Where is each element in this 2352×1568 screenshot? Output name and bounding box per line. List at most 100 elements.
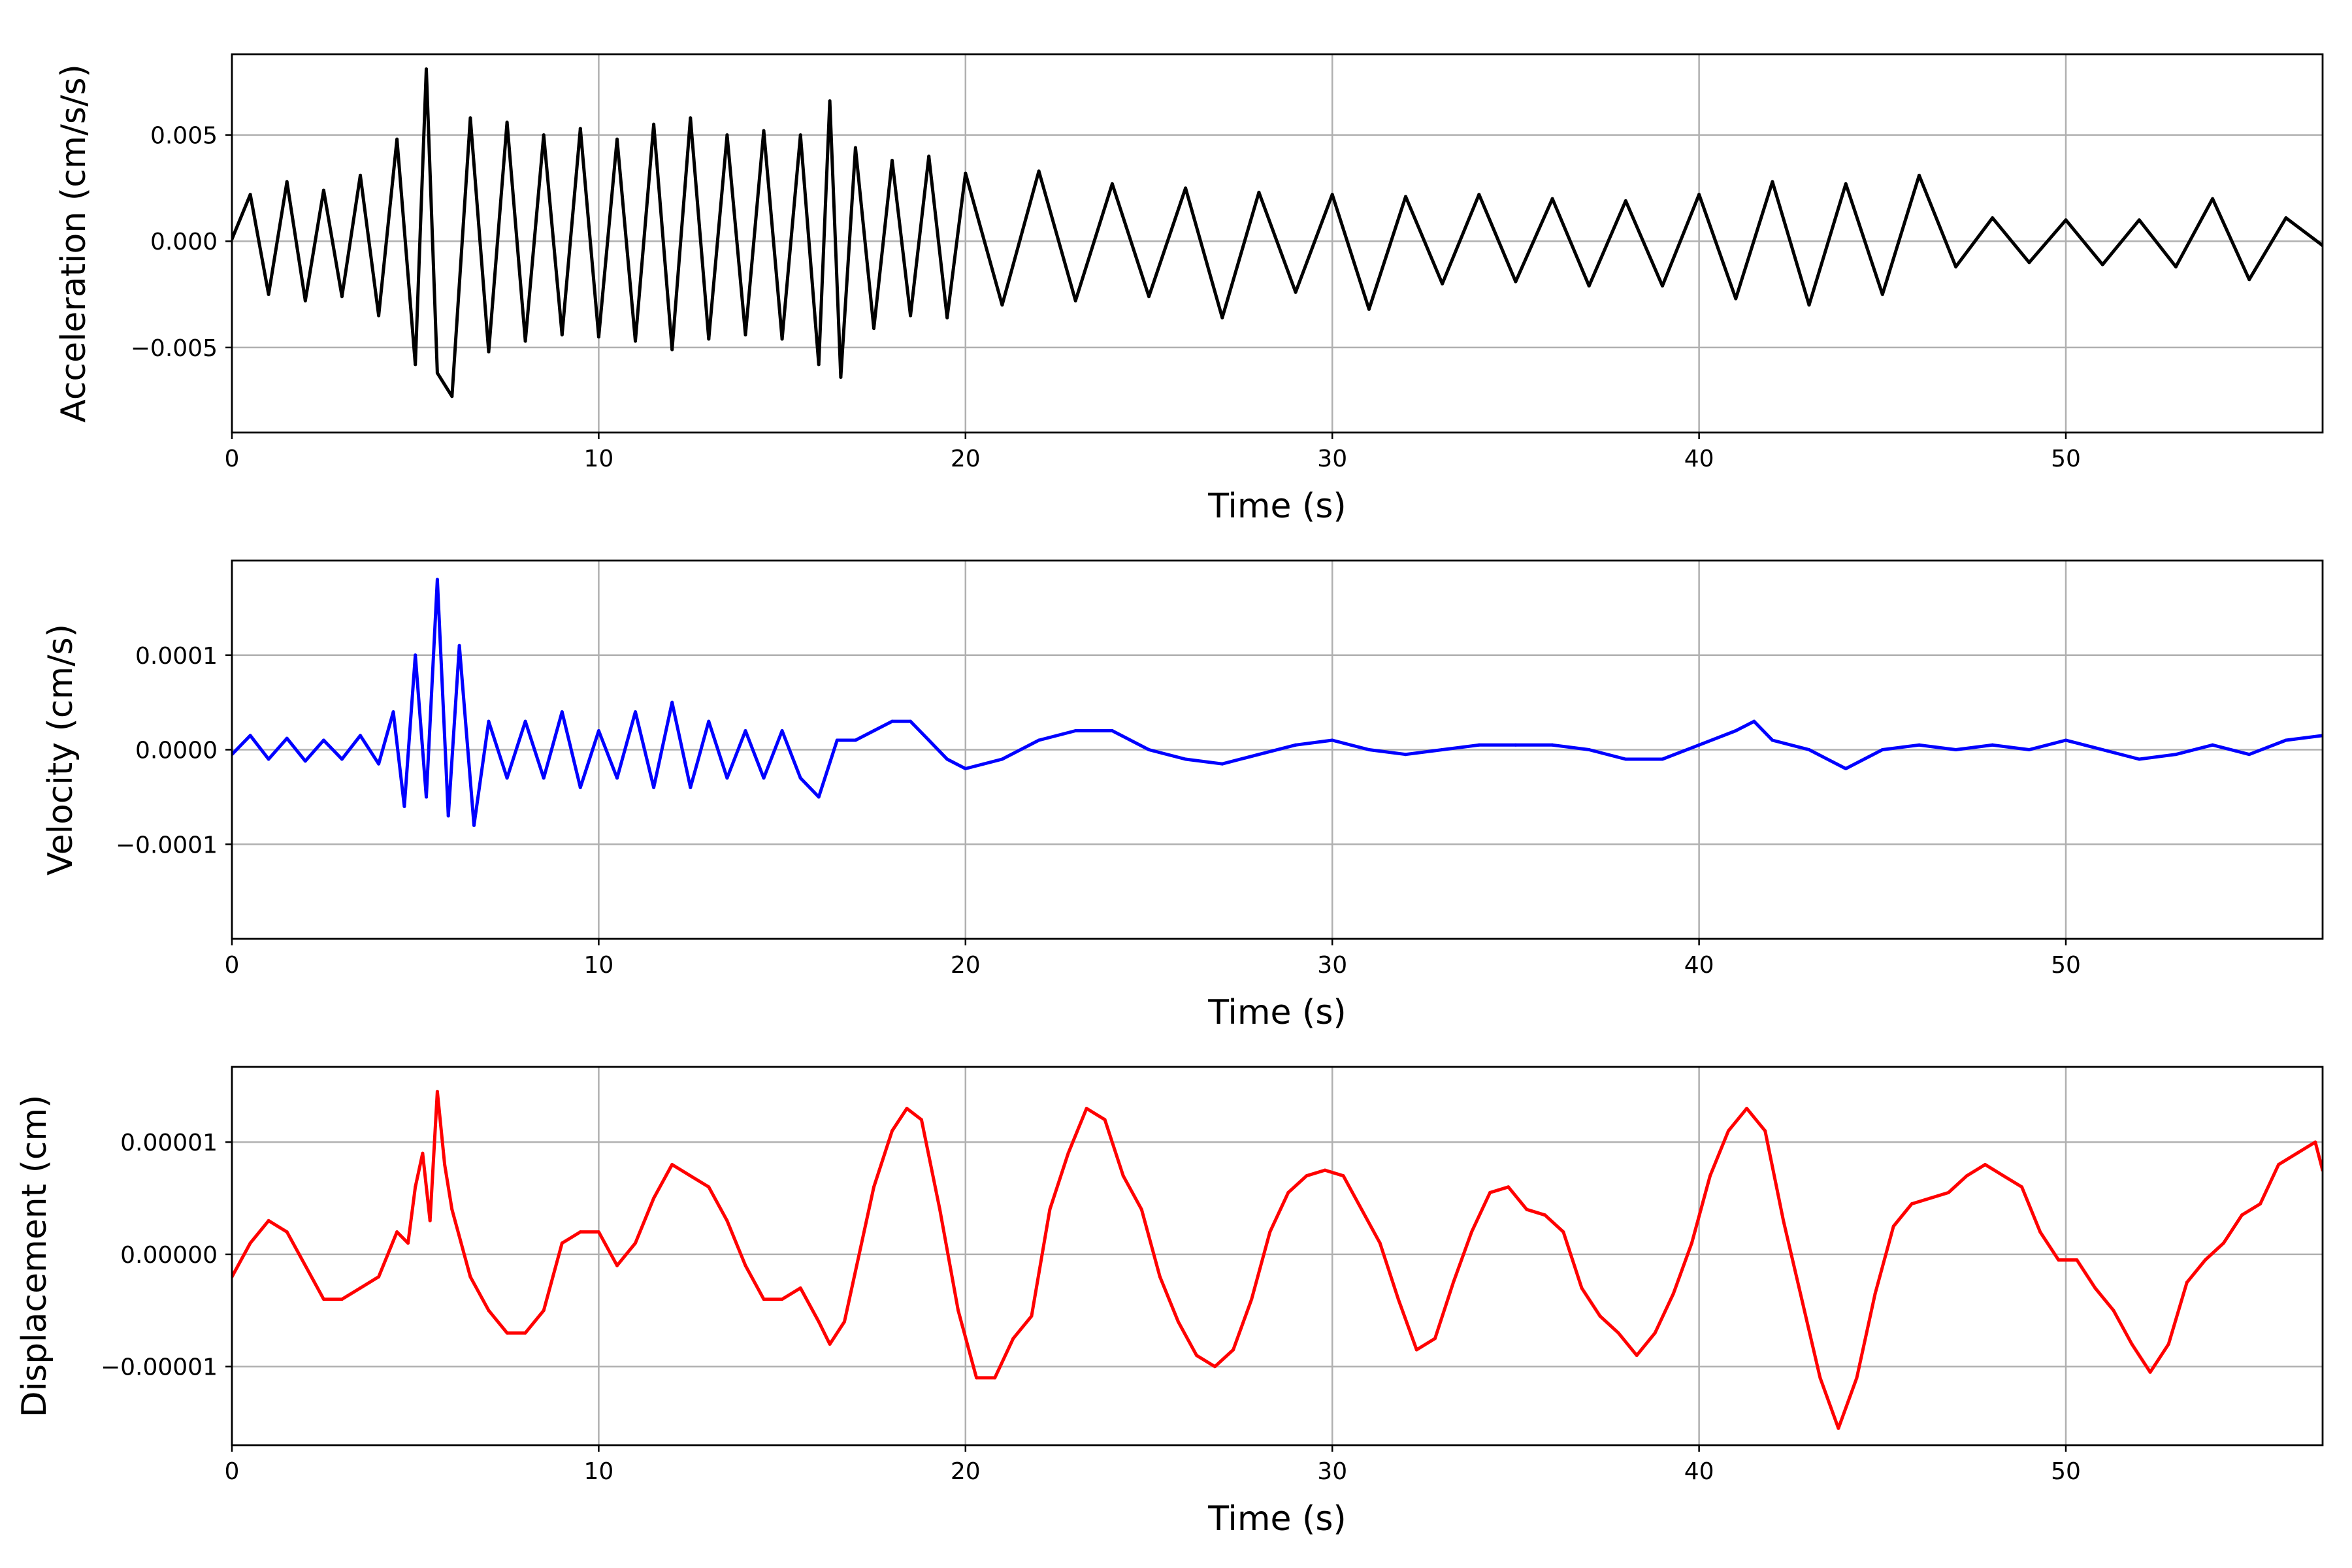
- acceleration-data-point: [1477, 193, 1481, 197]
- velocity-data-point: [1220, 762, 1224, 766]
- velocity-series-line: [232, 578, 2323, 827]
- velocity-data-point: [2100, 748, 2104, 751]
- displacement-data-point: [919, 1118, 923, 1122]
- displacement-data-point: [2313, 1140, 2317, 1144]
- displacement-data-point: [359, 1286, 362, 1290]
- velocity-data-point: [596, 729, 600, 732]
- displacement-data-point: [2075, 1258, 2079, 1262]
- velocity-data-point: [1734, 729, 1738, 732]
- velocity-data-point: [1000, 757, 1004, 761]
- displacement-data-point: [2185, 1281, 2189, 1284]
- y-tick-label: 0.0000: [135, 738, 218, 764]
- displacement-data-point: [468, 1275, 472, 1279]
- velocity-data-point: [285, 736, 289, 740]
- displacement-data-point: [1837, 1426, 1840, 1430]
- acceleration-data-point: [1661, 284, 1664, 288]
- displacement-data-point: [1708, 1174, 1712, 1178]
- displacement-data-point: [743, 1264, 747, 1267]
- displacement-data-point: [542, 1309, 546, 1313]
- displacement-data-point: [1800, 1298, 1804, 1301]
- displacement-data-point: [1855, 1376, 1859, 1380]
- acceleration-data-point: [670, 348, 674, 351]
- acceleration-data-point: [523, 339, 527, 343]
- acceleration-data-point: [487, 350, 491, 353]
- displacement-data-point: [1452, 1281, 1455, 1284]
- velocity-data-point: [523, 719, 527, 723]
- displacement-data-point: [1727, 1129, 1730, 1133]
- velocity-data-point: [1294, 743, 1298, 747]
- displacement-data-point: [762, 1298, 766, 1301]
- velocity-data-point: [1752, 719, 1756, 723]
- y-tick-label: −0.00001: [101, 1354, 218, 1381]
- displacement-data-point: [956, 1309, 960, 1313]
- velocity-data-point: [1110, 729, 1114, 732]
- velocity-data-point: [1661, 757, 1664, 761]
- displacement-data-point: [1085, 1107, 1088, 1111]
- displacement-data-point: [1543, 1213, 1547, 1217]
- acceleration-data-point: [505, 120, 509, 124]
- velocity-data-point: [391, 710, 395, 714]
- displacement-data-point: [1965, 1174, 1968, 1178]
- displacement-data-point: [1030, 1314, 1034, 1318]
- displacement-data-point: [428, 1218, 432, 1222]
- displacement-data-point: [2221, 1241, 2225, 1245]
- displacement-data-point: [1433, 1337, 1437, 1341]
- displacement-data-point: [853, 1269, 857, 1273]
- displacement-data-point: [523, 1331, 527, 1335]
- displacement-data-point: [1323, 1168, 1327, 1172]
- velocity-data-point: [425, 795, 428, 799]
- velocity-data-point: [1330, 738, 1334, 742]
- displacement-data-point: [872, 1185, 875, 1189]
- y-tick-label: −0.005: [131, 335, 218, 362]
- velocity-data-point: [1954, 748, 1958, 751]
- velocity-data-point: [725, 776, 729, 780]
- displacement-data-point: [1103, 1118, 1107, 1122]
- displacement-panel: 0 10 20 30 40 50 0.00001 0.00000 −0.00001 Time (s…: [15, 1066, 2324, 1539]
- velocity-data-point: [2174, 753, 2178, 757]
- velocity-data-point: [1807, 748, 1811, 751]
- displacement-data-point: [1763, 1129, 1767, 1133]
- acceleration-data-point: [267, 293, 270, 297]
- displacement-data-point: [1598, 1314, 1602, 1318]
- velocity-data-point: [1844, 767, 1848, 770]
- displacement-data-point: [2166, 1342, 2170, 1346]
- displacement-data-point: [450, 1207, 454, 1211]
- velocity-data-point: [2137, 757, 2141, 761]
- y-axis-label: Displacement (cm): [15, 1095, 54, 1418]
- velocity-data-point: [1257, 753, 1261, 757]
- displacement-data-point: [2057, 1258, 2061, 1262]
- displacement-data-point: [340, 1298, 344, 1301]
- y-tick-label: 0.00000: [120, 1242, 218, 1269]
- displacement-data-point: [1286, 1190, 1290, 1194]
- acceleration-axes-frame: [231, 53, 2324, 434]
- velocity-data-point: [472, 823, 476, 827]
- x-tick-label: 10: [583, 952, 613, 979]
- acceleration-data-point: [1330, 193, 1334, 197]
- velocity-data-point: [890, 719, 894, 723]
- displacement-data-point: [303, 1264, 307, 1267]
- displacement-data-point: [1561, 1230, 1565, 1234]
- displacement-data-point: [2130, 1342, 2134, 1346]
- velocity-data-point: [743, 729, 747, 732]
- displacement-data-point: [2148, 1370, 2152, 1374]
- displacement-data-point: [377, 1275, 381, 1279]
- displacement-data-point: [634, 1241, 637, 1245]
- acceleration-data-point: [1514, 280, 1518, 284]
- velocity-data-point: [1147, 748, 1151, 751]
- acceleration-data-point: [542, 133, 546, 137]
- displacement-data-point: [725, 1218, 729, 1222]
- acceleration-data-point: [927, 154, 931, 158]
- displacement-data-point: [1139, 1207, 1143, 1211]
- displacement-data-point: [2259, 1202, 2262, 1206]
- acceleration-data-point: [1257, 190, 1261, 194]
- acceleration-data-point: [1697, 193, 1701, 197]
- velocity-data-point: [505, 776, 509, 780]
- velocity-data-point: [2064, 738, 2068, 742]
- displacement-data-point: [1232, 1348, 1235, 1352]
- x-tick-label: 10: [583, 446, 613, 472]
- displacement-data-point: [1891, 1224, 1895, 1228]
- velocity-data-point: [457, 644, 461, 647]
- displacement-data-point: [421, 1151, 425, 1155]
- acceleration-data-point: [1147, 295, 1151, 299]
